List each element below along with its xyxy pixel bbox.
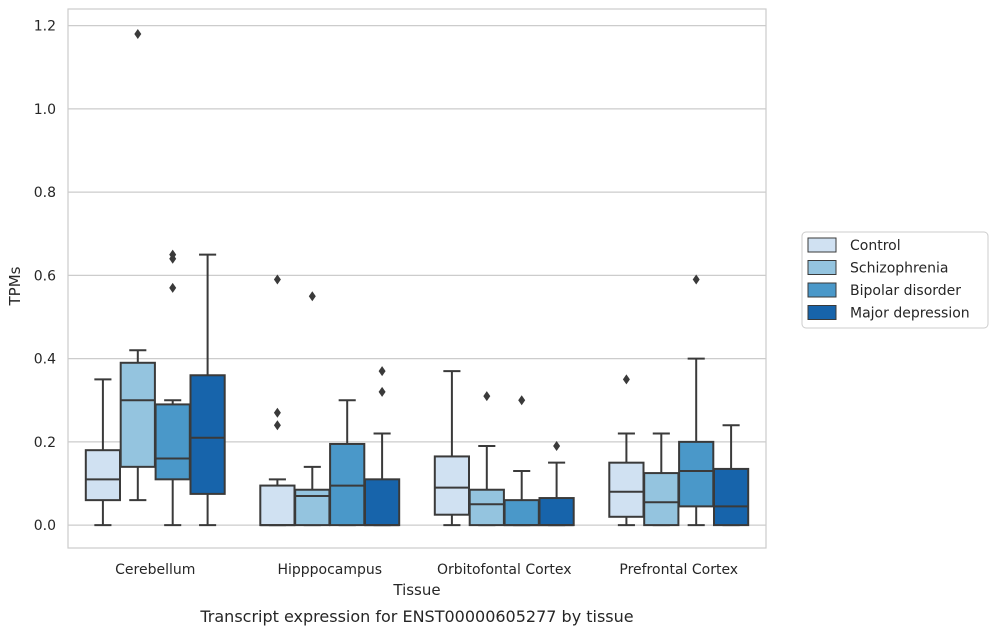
box-major-depression — [363, 366, 401, 527]
outlier-point — [273, 274, 281, 285]
legend-swatch — [807, 260, 837, 275]
box-bipolar-disorder — [503, 395, 540, 527]
x-tick-labels: Cerebellum Hipppocampus Orbitofontal Corte… — [115, 562, 738, 578]
box-major-depression — [538, 441, 575, 527]
y-tick-label: 0.8 — [34, 185, 56, 201]
legend-label: Control — [850, 238, 901, 254]
box-schizophrenia — [643, 432, 680, 527]
outlier-point — [273, 420, 281, 431]
outlier-point — [378, 386, 386, 397]
legend: Control Schizophrenia Bipolar disorder Majo… — [801, 231, 989, 329]
x-tick-label: Cerebellum — [115, 562, 195, 578]
box-iqr — [503, 499, 540, 527]
box-control — [433, 370, 471, 527]
x-tick-label: Orbitofontal Cortex — [437, 562, 572, 578]
legend-swatch — [807, 282, 837, 298]
box-iqr — [538, 497, 575, 527]
box-bipolar-disorder — [678, 274, 715, 527]
box-control — [608, 374, 645, 527]
x-tick-label: Prefrontal Cortex — [619, 562, 738, 578]
box-iqr — [468, 488, 505, 527]
box-schizophrenia — [468, 391, 505, 527]
chart-title: Transcript expression for ENST0000060527… — [199, 607, 633, 626]
plot-frame — [67, 8, 767, 549]
outlier-point — [553, 441, 561, 452]
legend-swatch — [807, 305, 837, 320]
box-iqr — [643, 472, 680, 527]
outlier-point — [308, 291, 316, 302]
box-control — [259, 274, 296, 527]
outlier-point — [378, 366, 386, 377]
outlier-point — [483, 391, 491, 402]
box-iqr — [608, 461, 645, 518]
outlier-point — [518, 395, 526, 406]
outlier-point — [169, 249, 177, 260]
y-tick-labels: 0.0 0.2 0.4 0.6 0.8 1.0 1.2 — [34, 19, 56, 534]
y-tick-label: 0.6 — [34, 268, 56, 284]
y-axis-label: TPMs — [6, 266, 24, 306]
box-bipolar-disorder — [154, 249, 191, 527]
box-major-depression — [712, 424, 750, 527]
box-iqr — [154, 403, 191, 481]
box-iqr — [433, 455, 471, 516]
outlier-point — [622, 374, 630, 385]
y-tick-label: 1.0 — [34, 102, 56, 118]
outlier-point — [273, 407, 281, 418]
box-iqr — [712, 467, 750, 527]
box-major-depression — [189, 253, 226, 527]
y-tick-label: 0.0 — [34, 518, 56, 534]
box-iqr — [363, 478, 401, 527]
box-iqr — [119, 361, 156, 468]
outlier-point — [134, 28, 142, 39]
box-schizophrenia — [119, 28, 156, 502]
legend-label: Schizophrenia — [850, 261, 948, 277]
y-tick-label: 0.4 — [34, 352, 56, 368]
box-control — [84, 378, 122, 527]
box-iqr — [189, 374, 226, 495]
outlier-point — [169, 282, 177, 293]
plot-marks — [84, 28, 750, 527]
box-iqr — [678, 440, 715, 508]
legend-label: Major depression — [850, 306, 970, 322]
box-iqr — [259, 484, 296, 527]
x-tick-label: Hipppocampus — [277, 562, 382, 578]
legend-frame — [801, 231, 989, 329]
legend-label: Bipolar disorder — [850, 283, 961, 299]
x-axis-label: Tissue — [392, 581, 440, 599]
box-iqr — [329, 442, 366, 527]
box-schizophrenia — [294, 291, 331, 527]
legend-swatch — [807, 237, 837, 253]
box-iqr — [84, 449, 122, 502]
outlier-point — [692, 274, 700, 285]
y-tick-label: 0.2 — [34, 435, 56, 451]
y-tick-label: 1.2 — [34, 19, 56, 35]
box-bipolar-disorder — [329, 399, 366, 527]
